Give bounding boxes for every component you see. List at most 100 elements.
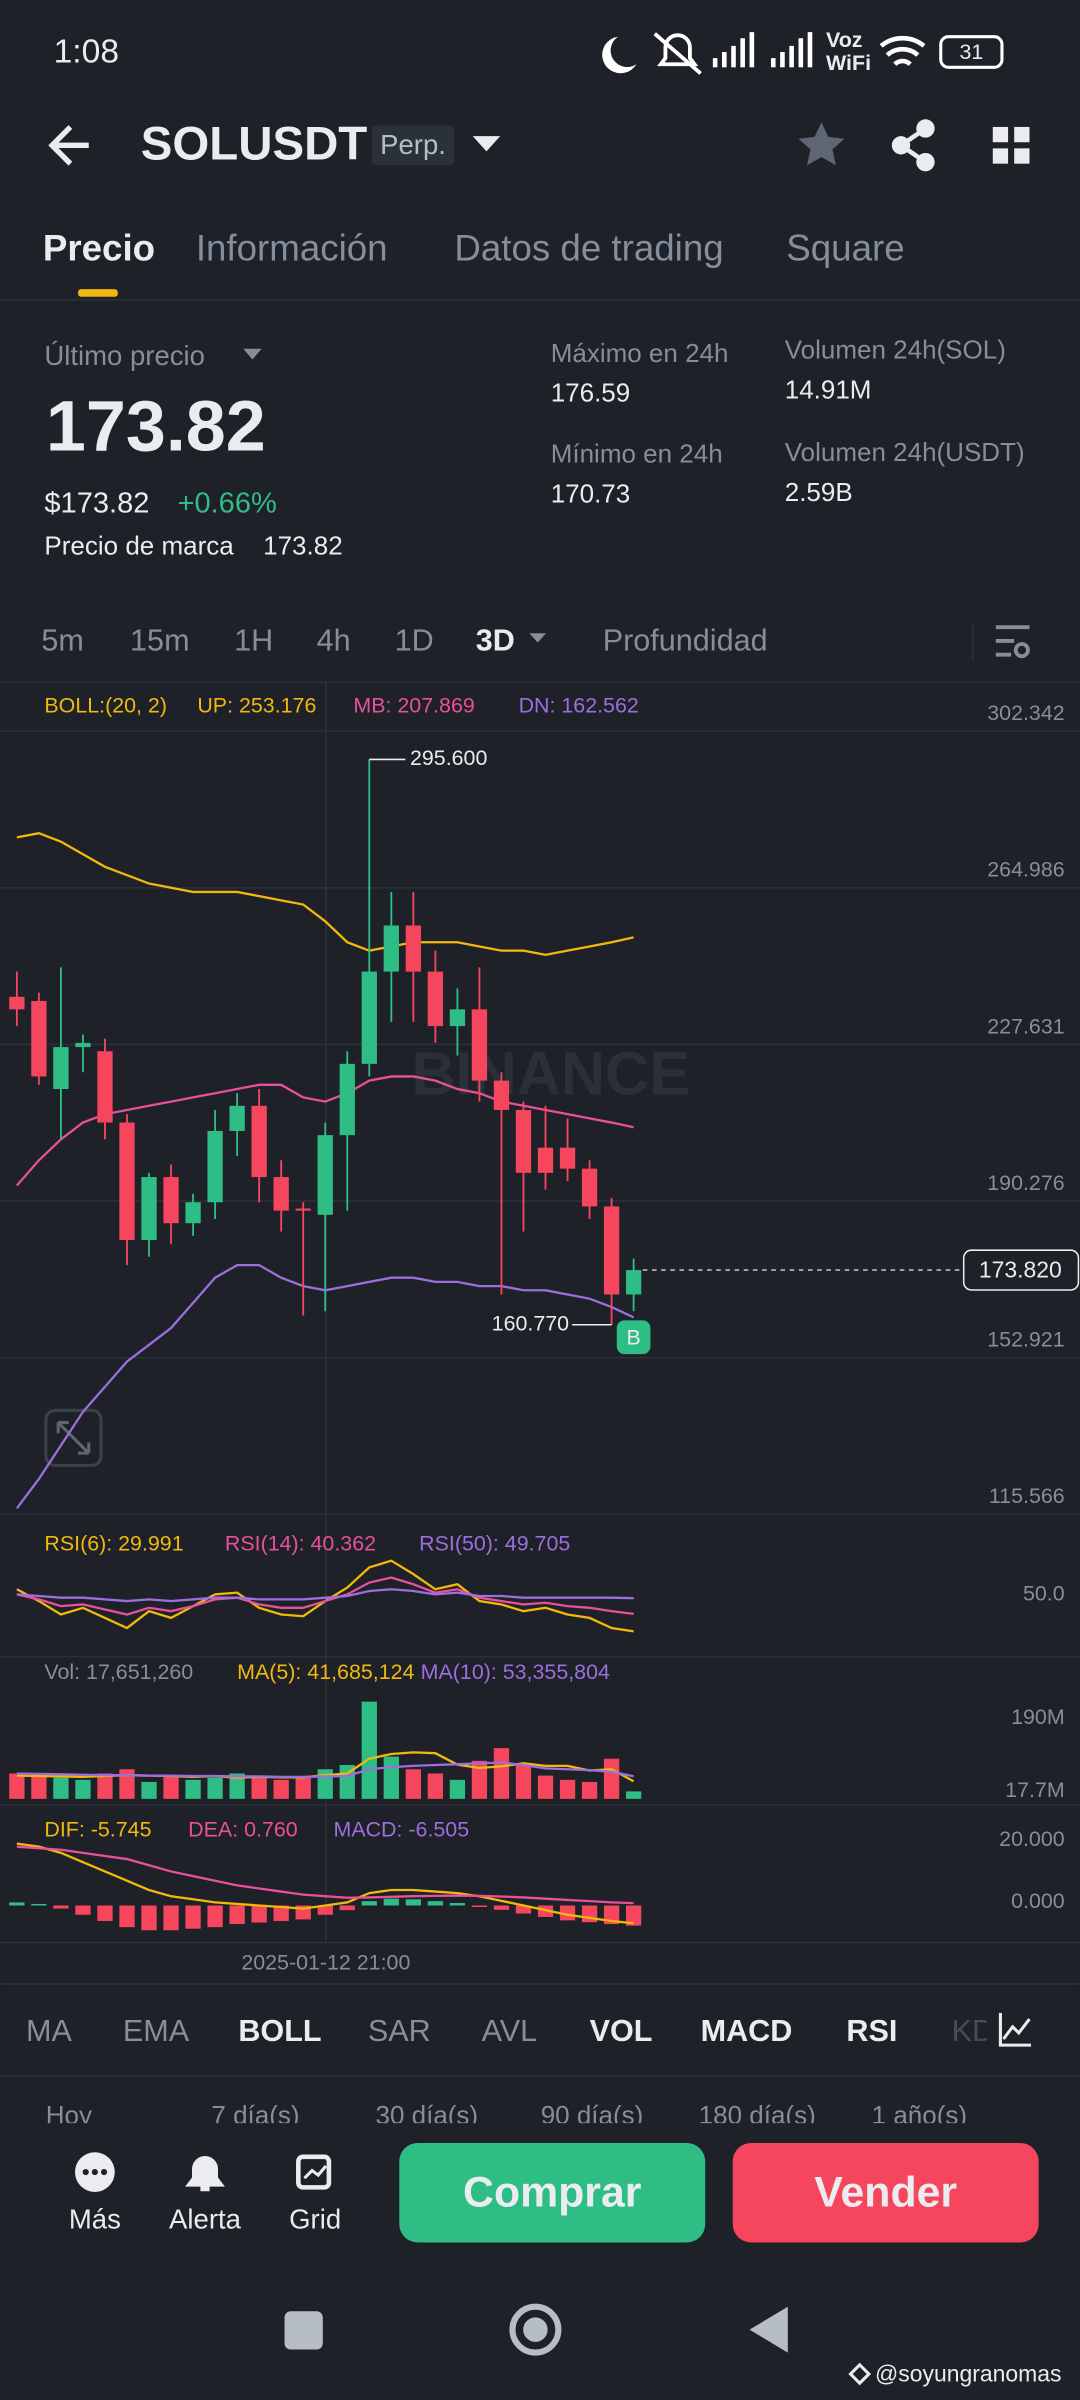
indicator-tab[interactable]: MA (26, 2014, 72, 2048)
tab[interactable]: Precio (43, 228, 155, 269)
trade-marker-label: B (626, 1325, 640, 1349)
timeframe[interactable]: 5m (41, 624, 83, 658)
label: Volumen 24h(USDT) (785, 437, 1025, 467)
rsi-legend: RSI(50): 49.705 (419, 1532, 570, 1556)
tab[interactable]: Datos de trading (454, 228, 723, 269)
rsi-line (16, 1576, 634, 1616)
volume-bar (185, 1779, 201, 1799)
network-label: Voz (826, 28, 862, 52)
candle-body (75, 1042, 91, 1048)
status-time: 1:08 (54, 33, 119, 70)
volume-bar (515, 1765, 532, 1799)
candle-body (405, 925, 421, 972)
dropdown-icon[interactable] (529, 633, 547, 643)
label: Precio de marca (44, 530, 234, 560)
moon-icon (602, 36, 637, 74)
boll-legend: DN: 162.562 (519, 693, 639, 717)
buy-button[interactable] (399, 2143, 706, 2243)
timeframe[interactable]: Profundidad (603, 624, 768, 658)
indicator-settings[interactable] (998, 2013, 1032, 2047)
vol-legend: Vol: 17,651,260 (44, 1660, 193, 1684)
action-label[interactable]: Alerta (169, 2203, 242, 2234)
credit-icon (848, 2362, 872, 2386)
nav-home[interactable] (509, 2303, 562, 2356)
volume-bar (163, 1775, 179, 1799)
candle-body (185, 1202, 201, 1224)
macd-legend: DEA: 0.760 (188, 1818, 298, 1842)
indicator-tab[interactable]: BOLL (238, 2014, 321, 2048)
action-label[interactable]: Grid (289, 2203, 341, 2234)
volume-bar (9, 1773, 25, 1799)
y-tick-label: 115.566 (989, 1484, 1065, 1508)
timeframe[interactable]: 3D (476, 624, 515, 658)
volume-bar (581, 1781, 598, 1799)
timeframe[interactable]: 15m (130, 624, 189, 658)
y-tick-label: 227.631 (987, 1014, 1064, 1038)
more-button[interactable] (74, 2152, 115, 2192)
volume-bar (493, 1748, 510, 1799)
watermark: BINANCE (411, 1040, 690, 1108)
indicator-tab[interactable]: VOL (590, 2014, 653, 2048)
tab[interactable]: Información (196, 228, 388, 269)
volume-bar (207, 1777, 223, 1799)
value: 176.59 (551, 378, 631, 408)
usd-price: $173.82 (44, 487, 149, 519)
boll-legend: UP: 253.176 (197, 693, 316, 717)
candle-body (493, 1080, 510, 1110)
action-label[interactable]: Más (69, 2203, 121, 2234)
indicator-tab[interactable]: SAR (368, 2014, 431, 2048)
candle-body (603, 1206, 620, 1295)
back-button[interactable] (48, 125, 89, 166)
volume-bar (75, 1779, 91, 1799)
indicator-tab[interactable]: EMA (123, 2014, 190, 2048)
candle-body (163, 1177, 179, 1224)
candle-body (295, 1208, 311, 1211)
symbol: SOLUSDT (141, 117, 368, 170)
last-price: 173.82 (46, 386, 266, 466)
boll-legend: BOLL:(20, 2) (44, 693, 167, 717)
sell-label[interactable]: Vender (814, 2168, 957, 2216)
annotation: 160.770 (492, 1311, 569, 1335)
price-change: +0.66% (177, 487, 276, 519)
grid-button[interactable] (296, 2154, 332, 2190)
layout-button[interactable] (992, 126, 1030, 164)
volume-bar (97, 1773, 113, 1799)
macd-bar (75, 1905, 91, 1915)
tab[interactable]: Square (786, 228, 904, 269)
alert-button[interactable] (185, 2156, 225, 2192)
chart-settings[interactable] (995, 625, 1030, 659)
nav-back[interactable] (749, 2306, 788, 2353)
candle-body (317, 1135, 333, 1215)
timeframe[interactable]: 1D (395, 624, 434, 658)
candle-body (449, 1009, 466, 1027)
macd-legend: DIF: -5.745 (44, 1818, 151, 1842)
timeframe[interactable]: 1H (234, 624, 273, 658)
timeframe[interactable]: 4h (317, 624, 351, 658)
macd-bar (427, 1901, 444, 1906)
battery-level: 31 (959, 40, 983, 64)
indicator-tab[interactable]: RSI (846, 2014, 897, 2048)
favorite-button[interactable] (798, 122, 845, 166)
y-tick-label: 17.7M (1005, 1778, 1065, 1802)
symbol-dropdown[interactable] (472, 136, 501, 152)
rsi-legend: RSI(6): 29.991 (44, 1532, 183, 1556)
volume-bar (625, 1791, 642, 1799)
buy-label[interactable]: Comprar (463, 2168, 642, 2216)
candle-body (273, 1177, 289, 1211)
candle-body (141, 1177, 157, 1240)
dropdown-icon[interactable] (243, 348, 262, 360)
boll-line (16, 1075, 634, 1187)
rsi-line (16, 1588, 634, 1603)
boll-line (16, 832, 634, 957)
indicator-tab[interactable]: MACD (701, 2014, 793, 2048)
macd-line (16, 1842, 634, 1925)
candle-body (339, 1063, 355, 1136)
nav-recent[interactable] (284, 2311, 323, 2350)
candle-body (427, 971, 444, 1027)
share-button[interactable] (891, 119, 935, 172)
candle-body (9, 996, 25, 1010)
indicator-tab[interactable]: AVL (482, 2014, 538, 2048)
expand-button[interactable] (44, 1408, 103, 1467)
sell-button[interactable] (732, 2143, 1039, 2243)
macd-bar (251, 1905, 267, 1923)
